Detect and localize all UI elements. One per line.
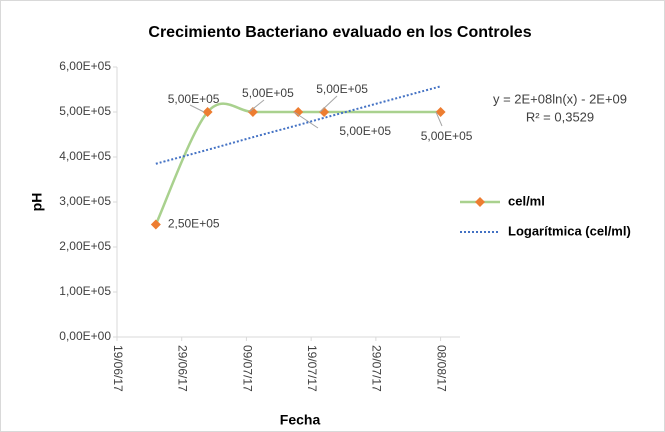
y-tick-label: 3,00E+05 bbox=[59, 194, 111, 208]
trendline bbox=[155, 85, 441, 165]
series-line bbox=[154, 102, 441, 226]
marker bbox=[202, 107, 213, 117]
x-tick-label: 19/06/17 bbox=[111, 345, 125, 392]
marker bbox=[293, 107, 304, 117]
leader-line bbox=[319, 95, 338, 113]
data-label: 5,00E+05 bbox=[168, 92, 220, 106]
legend-label: Logarítmica (cel/ml) bbox=[508, 223, 631, 238]
x-tick-label: 29/06/17 bbox=[176, 345, 190, 392]
marker bbox=[150, 219, 161, 230]
y-tick-label: 6,00E+05 bbox=[59, 59, 111, 73]
leader-line bbox=[248, 99, 265, 113]
leader-line bbox=[435, 111, 443, 127]
x-tick-label: 29/07/17 bbox=[370, 345, 384, 392]
marker bbox=[319, 107, 330, 117]
data-label: 2,50E+05 bbox=[168, 217, 220, 231]
marker bbox=[435, 107, 446, 117]
leader-line bbox=[189, 104, 205, 113]
r-squared: R² = 0,3529 bbox=[526, 109, 594, 124]
data-label: 5,00E+05 bbox=[339, 124, 391, 138]
data-label: 5,00E+05 bbox=[316, 82, 368, 96]
legend-marker bbox=[475, 197, 485, 207]
data-label: 5,00E+05 bbox=[421, 129, 473, 143]
marker bbox=[247, 107, 258, 117]
x-tick-label: 09/07/17 bbox=[240, 345, 254, 392]
y-tick-label: 0,00E+00 bbox=[59, 329, 111, 343]
leader-line bbox=[293, 111, 319, 129]
y-axis-title: pH bbox=[29, 193, 45, 212]
x-tick-label: 19/07/17 bbox=[305, 345, 319, 392]
x-tick-label: 08/08/17 bbox=[434, 345, 448, 392]
y-tick-label: 5,00E+05 bbox=[59, 104, 111, 118]
legend-label: cel/ml bbox=[508, 193, 545, 208]
x-axis-title: Fecha bbox=[280, 412, 321, 428]
y-tick-label: 1,00E+05 bbox=[59, 284, 111, 298]
trendline-equation: y = 2E+08ln(x) - 2E+09 bbox=[493, 91, 627, 106]
y-tick-label: 4,00E+05 bbox=[59, 149, 111, 163]
chart-title: Crecimiento Bacteriano evaluado en los C… bbox=[148, 24, 531, 41]
data-label: 5,00E+05 bbox=[242, 86, 294, 100]
y-tick-label: 2,00E+05 bbox=[59, 239, 111, 253]
